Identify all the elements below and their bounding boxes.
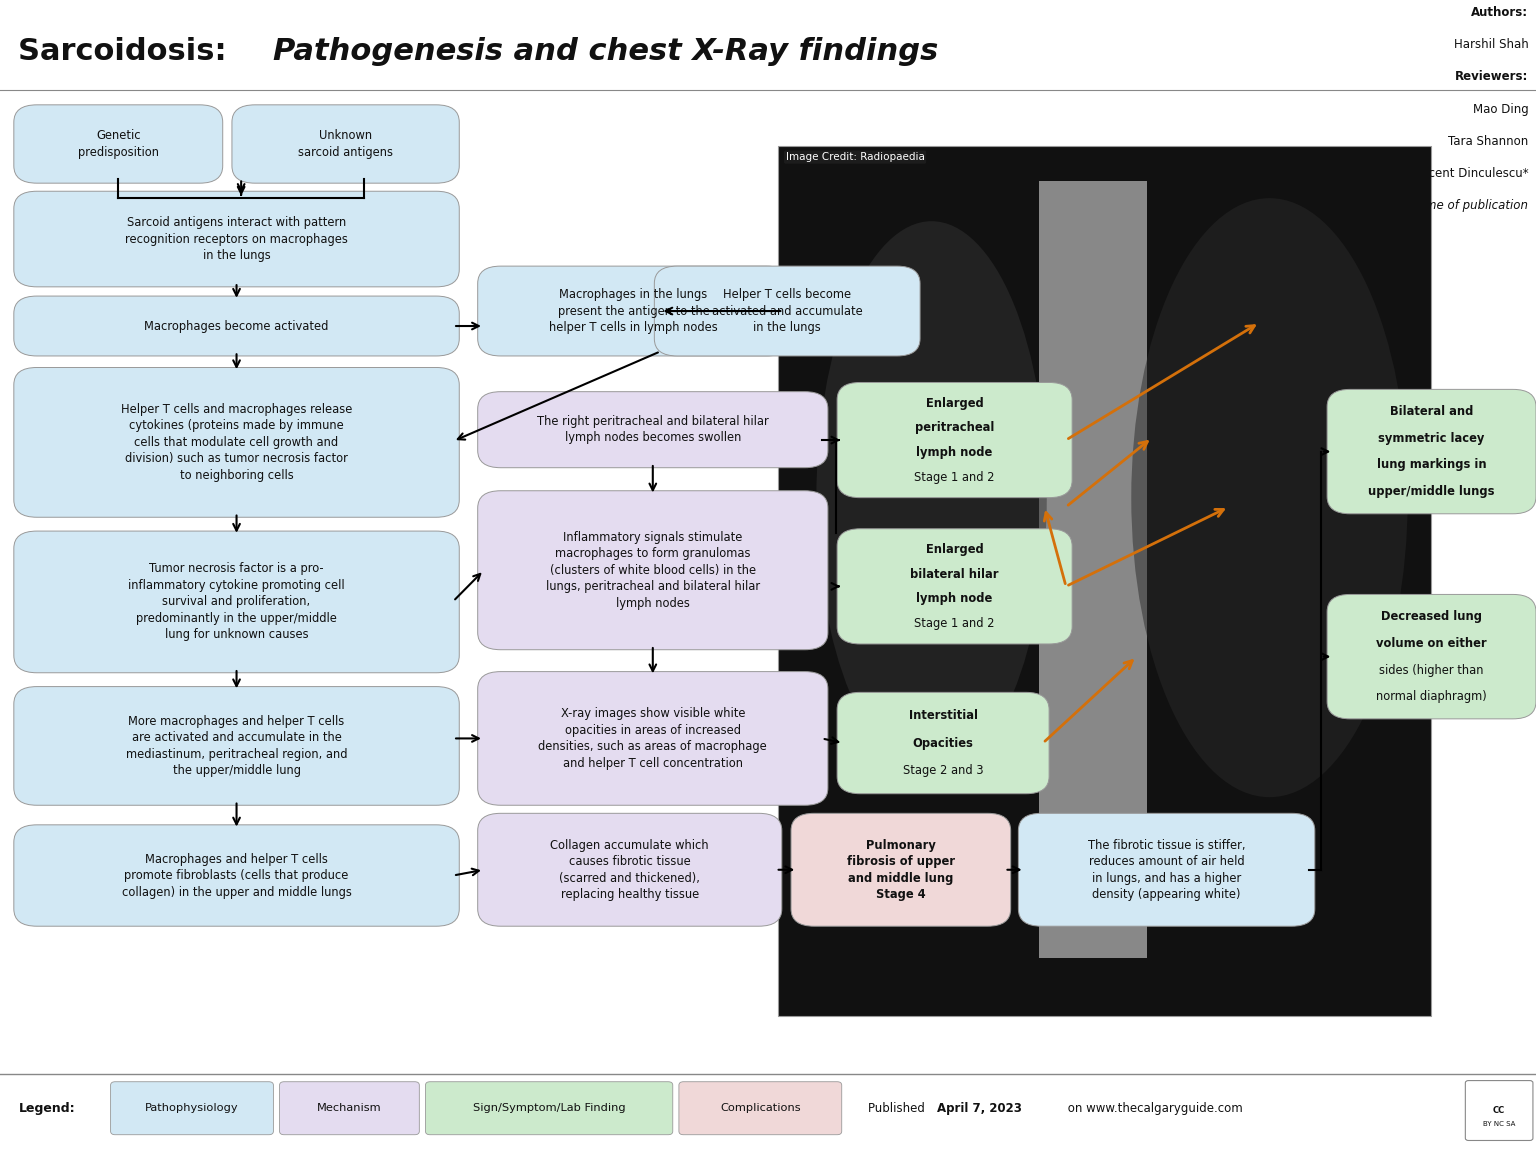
Text: Sign/Symptom/Lab Finding: Sign/Symptom/Lab Finding — [473, 1104, 625, 1113]
FancyBboxPatch shape — [478, 266, 790, 356]
Text: volume on either: volume on either — [1376, 637, 1487, 650]
Text: lymph node: lymph node — [917, 446, 992, 458]
Ellipse shape — [816, 221, 1046, 774]
Text: Enlarged: Enlarged — [926, 543, 983, 556]
Text: The right peritracheal and bilateral hilar
lymph nodes becomes swollen: The right peritracheal and bilateral hil… — [538, 415, 768, 445]
Text: Enlarged: Enlarged — [926, 396, 983, 410]
Bar — [777, 146, 1432, 1016]
Text: Helper T cells become
activated and accumulate
in the lungs: Helper T cells become activated and accu… — [711, 288, 863, 334]
Text: peritracheal: peritracheal — [915, 422, 994, 434]
Text: Vincent Dinculescu*: Vincent Dinculescu* — [1410, 167, 1528, 180]
Text: Inflammatory signals stimulate
macrophages to form granulomas
(clusters of white: Inflammatory signals stimulate macrophag… — [545, 531, 760, 609]
Text: sides (higher than: sides (higher than — [1379, 664, 1484, 676]
FancyBboxPatch shape — [14, 825, 459, 926]
Text: Legend:: Legend: — [18, 1101, 75, 1115]
Text: normal diaphragm): normal diaphragm) — [1376, 690, 1487, 704]
Text: Genetic
predisposition: Genetic predisposition — [78, 129, 158, 159]
FancyBboxPatch shape — [14, 191, 459, 287]
Text: CC: CC — [1493, 1106, 1505, 1115]
FancyBboxPatch shape — [1327, 389, 1536, 514]
Text: Pathophysiology: Pathophysiology — [146, 1104, 238, 1113]
FancyBboxPatch shape — [478, 672, 828, 805]
Text: Collagen accumulate which
causes fibrotic tissue
(scarred and thickened),
replac: Collagen accumulate which causes fibroti… — [550, 839, 710, 901]
FancyBboxPatch shape — [654, 266, 920, 356]
Text: Pulmonary
fibrosis of upper
and middle lung
Stage 4: Pulmonary fibrosis of upper and middle l… — [846, 839, 955, 901]
Text: Complications: Complications — [720, 1104, 800, 1113]
Text: Stage 1 and 2: Stage 1 and 2 — [914, 470, 995, 484]
Text: Decreased lung: Decreased lung — [1381, 609, 1482, 623]
FancyBboxPatch shape — [14, 687, 459, 805]
Text: More macrophages and helper T cells
are activated and accumulate in the
mediasti: More macrophages and helper T cells are … — [126, 714, 347, 778]
Text: Authors:: Authors: — [1471, 6, 1528, 18]
FancyBboxPatch shape — [111, 1082, 273, 1135]
Text: * MD at time of publication: * MD at time of publication — [1369, 199, 1528, 212]
Text: Pathogenesis and chest X-Ray findings: Pathogenesis and chest X-Ray findings — [273, 37, 938, 67]
FancyBboxPatch shape — [280, 1082, 419, 1135]
FancyBboxPatch shape — [791, 813, 1011, 926]
Text: Harshil Shah: Harshil Shah — [1453, 38, 1528, 51]
FancyBboxPatch shape — [14, 296, 459, 356]
FancyBboxPatch shape — [14, 531, 459, 673]
FancyBboxPatch shape — [425, 1082, 673, 1135]
Text: Sarcoid antigens interact with pattern
recognition receptors on macrophages
in t: Sarcoid antigens interact with pattern r… — [124, 217, 349, 262]
FancyBboxPatch shape — [14, 105, 223, 183]
Text: April 7, 2023: April 7, 2023 — [937, 1101, 1021, 1115]
Text: Image Credit: Radiopaedia: Image Credit: Radiopaedia — [785, 152, 925, 162]
FancyBboxPatch shape — [1018, 813, 1315, 926]
Text: lung markings in: lung markings in — [1376, 458, 1487, 471]
Text: Macrophages in the lungs
present the antigen to the
helper T cells in lymph node: Macrophages in the lungs present the ant… — [550, 288, 717, 334]
Text: Mechanism: Mechanism — [316, 1104, 382, 1113]
Text: Bilateral and: Bilateral and — [1390, 404, 1473, 418]
Text: on www.thecalgaryguide.com: on www.thecalgaryguide.com — [1064, 1101, 1243, 1115]
Text: Reviewers:: Reviewers: — [1455, 70, 1528, 83]
FancyBboxPatch shape — [232, 105, 459, 183]
Text: BY NC SA: BY NC SA — [1482, 1121, 1516, 1128]
Text: Tara Shannon: Tara Shannon — [1448, 135, 1528, 147]
Text: Stage 2 and 3: Stage 2 and 3 — [903, 765, 983, 778]
Bar — [1038, 181, 1146, 958]
Text: Macrophages and helper T cells
promote fibroblasts (cells that produce
collagen): Macrophages and helper T cells promote f… — [121, 852, 352, 899]
FancyBboxPatch shape — [478, 392, 828, 468]
Text: The fibrotic tissue is stiffer,
reduces amount of air held
in lungs, and has a h: The fibrotic tissue is stiffer, reduces … — [1087, 839, 1246, 901]
Text: Unknown
sarcoid antigens: Unknown sarcoid antigens — [298, 129, 393, 159]
FancyBboxPatch shape — [478, 813, 782, 926]
Text: Mao Ding: Mao Ding — [1473, 103, 1528, 115]
Ellipse shape — [1130, 198, 1407, 797]
Text: Opacities: Opacities — [912, 736, 974, 750]
FancyBboxPatch shape — [1465, 1081, 1533, 1140]
FancyBboxPatch shape — [478, 491, 828, 650]
Text: Sarcoidosis:: Sarcoidosis: — [18, 37, 238, 67]
Text: Helper T cells and macrophages release
cytokines (proteins made by immune
cells : Helper T cells and macrophages release c… — [121, 403, 352, 482]
Text: X-ray images show visible white
opacities in areas of increased
densities, such : X-ray images show visible white opacitie… — [539, 707, 766, 770]
FancyBboxPatch shape — [837, 692, 1049, 794]
FancyBboxPatch shape — [837, 529, 1072, 644]
Text: Tumor necrosis factor is a pro-
inflammatory cytokine promoting cell
survival an: Tumor necrosis factor is a pro- inflamma… — [127, 562, 346, 642]
Text: Interstitial: Interstitial — [909, 708, 977, 721]
FancyBboxPatch shape — [837, 382, 1072, 498]
Text: bilateral hilar: bilateral hilar — [911, 568, 998, 581]
FancyBboxPatch shape — [1327, 594, 1536, 719]
FancyBboxPatch shape — [14, 367, 459, 517]
Text: lymph node: lymph node — [917, 592, 992, 605]
FancyBboxPatch shape — [679, 1082, 842, 1135]
Text: symmetric lacey: symmetric lacey — [1378, 432, 1485, 445]
Text: Published: Published — [868, 1101, 928, 1115]
Text: Stage 1 and 2: Stage 1 and 2 — [914, 616, 995, 630]
Text: Macrophages become activated: Macrophages become activated — [144, 319, 329, 333]
Text: upper/middle lungs: upper/middle lungs — [1369, 485, 1495, 499]
